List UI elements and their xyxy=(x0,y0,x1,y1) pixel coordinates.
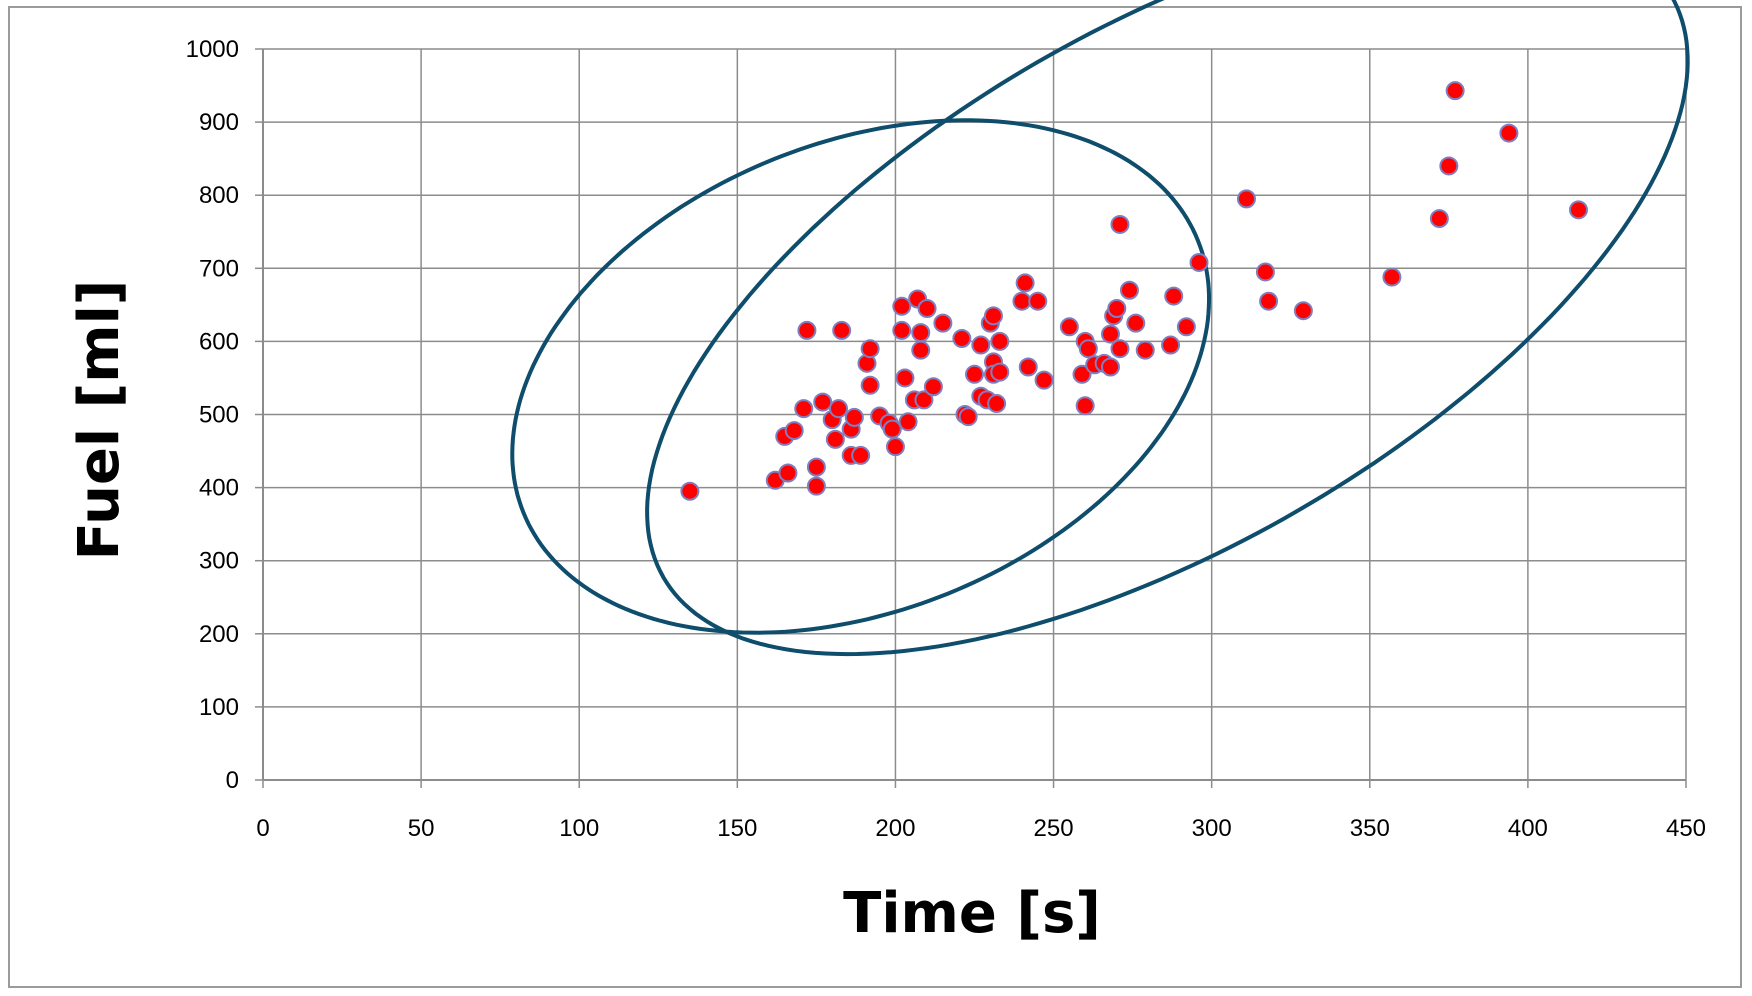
x-tick-label: 400 xyxy=(1508,815,1548,842)
y-tick-label: 300 xyxy=(199,548,239,575)
data-point xyxy=(1100,324,1120,344)
data-point xyxy=(987,394,1007,414)
y-tick-label: 600 xyxy=(199,328,239,355)
data-point xyxy=(892,320,912,340)
x-tick-label: 150 xyxy=(717,815,757,842)
data-point xyxy=(911,340,931,360)
y-tick-label: 400 xyxy=(199,475,239,502)
data-point xyxy=(1110,339,1130,359)
data-point xyxy=(794,399,814,419)
data-point xyxy=(1135,340,1155,360)
cluster-ellipse xyxy=(645,0,1690,657)
data-point xyxy=(1293,301,1313,321)
y-tick-label: 1000 xyxy=(186,36,239,63)
data-point xyxy=(1028,291,1048,311)
data-point xyxy=(1126,313,1146,333)
y-tick-label: 100 xyxy=(199,694,239,721)
data-point xyxy=(1075,396,1095,416)
data-point xyxy=(1189,252,1209,272)
cluster-ellipse xyxy=(510,118,1211,635)
data-point xyxy=(1439,156,1459,176)
y-tick-label: 700 xyxy=(199,255,239,282)
data-point xyxy=(1110,214,1130,234)
x-tick-label: 450 xyxy=(1666,815,1706,842)
data-point xyxy=(1255,262,1275,282)
data-point xyxy=(1259,291,1279,311)
data-point xyxy=(923,377,943,397)
data-point xyxy=(882,419,902,439)
data-point xyxy=(1161,335,1181,355)
data-point xyxy=(1499,123,1519,143)
y-axis-title: Fuel [ml] xyxy=(67,280,132,561)
x-tick-label: 350 xyxy=(1350,815,1390,842)
data-point xyxy=(1078,339,1098,359)
data-point xyxy=(1034,370,1054,390)
data-point xyxy=(917,299,937,319)
data-point xyxy=(1107,299,1127,319)
data-point xyxy=(971,335,991,355)
data-point xyxy=(825,429,845,449)
data-point xyxy=(784,421,804,441)
data-point xyxy=(1100,357,1120,377)
data-point xyxy=(885,437,905,457)
data-point xyxy=(806,476,826,496)
x-tick-label: 300 xyxy=(1192,815,1232,842)
data-point xyxy=(911,323,931,343)
data-point xyxy=(952,328,972,348)
axes xyxy=(255,48,1687,788)
data-point xyxy=(1176,317,1196,337)
data-point xyxy=(1018,357,1038,377)
y-tick-label: 200 xyxy=(199,621,239,648)
data-point xyxy=(1072,364,1092,384)
data-point xyxy=(965,364,984,384)
data-point xyxy=(797,320,817,340)
data-point xyxy=(892,296,912,316)
data-point xyxy=(860,339,880,359)
data-point xyxy=(1445,81,1465,101)
data-point xyxy=(914,390,934,410)
data-point xyxy=(895,368,915,388)
x-tick-label: 0 xyxy=(256,815,269,842)
data-point xyxy=(1164,286,1184,306)
x-tick-label: 50 xyxy=(408,815,435,842)
data-point xyxy=(990,362,1010,382)
data-point xyxy=(844,407,864,427)
tick-labels: 0 100 200 300 400 500 600 700 800 900 1000 0 50 100 15… xyxy=(186,36,1706,842)
data-point xyxy=(832,320,852,340)
data-point xyxy=(1429,209,1449,229)
data-point xyxy=(851,445,871,465)
data-point xyxy=(990,331,1010,351)
data-point xyxy=(898,412,918,432)
data-point xyxy=(983,306,1003,326)
data-point xyxy=(813,392,833,412)
data-point xyxy=(829,399,849,419)
y-tick-label: 900 xyxy=(199,109,239,136)
data-point xyxy=(1568,200,1588,220)
x-tick-label: 100 xyxy=(559,815,599,842)
y-tick-label: 0 xyxy=(226,767,239,794)
data-point xyxy=(680,481,700,501)
data-point xyxy=(1382,267,1402,287)
x-tick-label: 250 xyxy=(1034,815,1074,842)
y-tick-label: 800 xyxy=(199,182,239,209)
data-point xyxy=(1015,273,1035,293)
data-point xyxy=(778,463,798,483)
y-tick-label: 500 xyxy=(199,402,239,429)
x-axis-title: Time [s] xyxy=(843,881,1101,946)
x-tick-label: 200 xyxy=(875,815,915,842)
cluster-ellipses xyxy=(510,0,1690,657)
data-point xyxy=(958,407,978,427)
data-point xyxy=(860,375,880,395)
data-points xyxy=(680,81,1588,501)
data-point xyxy=(1012,291,1032,311)
data-point xyxy=(1119,280,1139,300)
data-point xyxy=(1236,189,1256,209)
data-point xyxy=(806,457,826,477)
data-point xyxy=(1059,317,1079,337)
data-point xyxy=(933,313,953,333)
